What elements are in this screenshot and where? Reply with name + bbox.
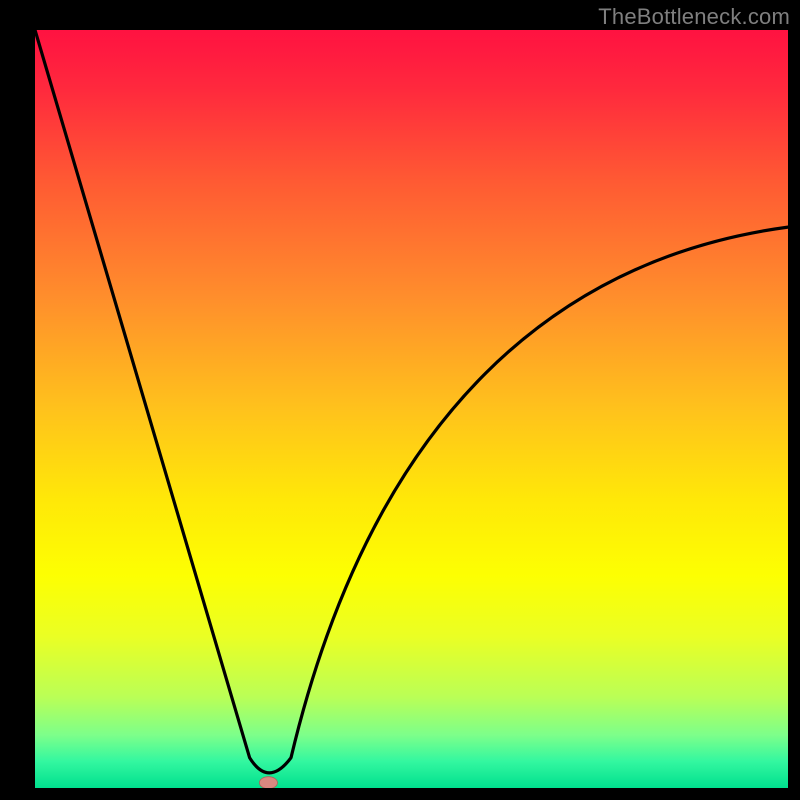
bottleneck-chart [35, 30, 788, 788]
optimal-marker [259, 777, 277, 788]
figure-frame: TheBottleneck.com [0, 0, 800, 800]
watermark-text: TheBottleneck.com [598, 4, 790, 30]
plot-area [35, 30, 788, 788]
